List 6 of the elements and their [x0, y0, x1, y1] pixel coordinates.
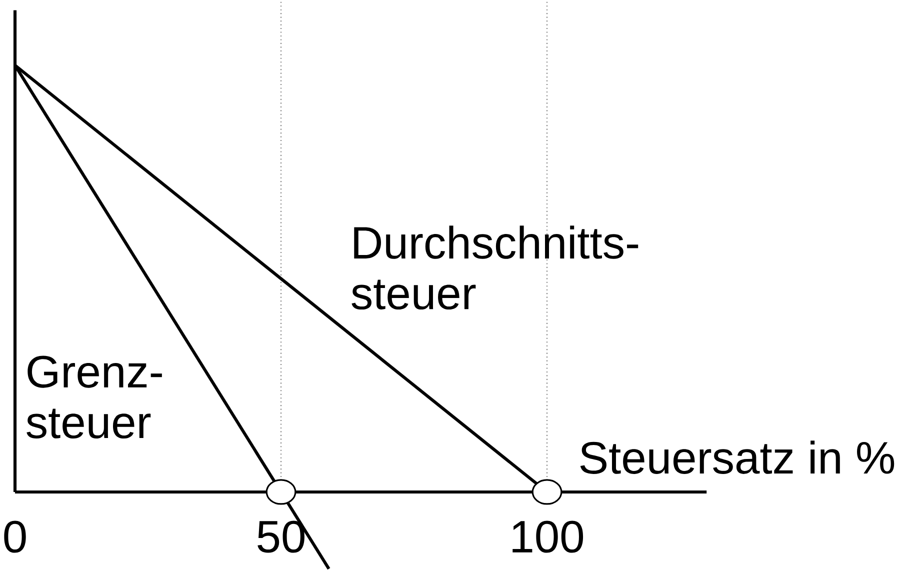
- x-tick-label: 0: [4, 520, 26, 553]
- x-axis-title: Steuersatz in %: [580, 440, 894, 474]
- series-label: Durchschnitts- steuer: [352, 226, 638, 310]
- x-tick-label: 100: [512, 520, 584, 553]
- x-tick-label: 50: [258, 520, 304, 553]
- series-label: Grenz- steuer: [26, 356, 162, 438]
